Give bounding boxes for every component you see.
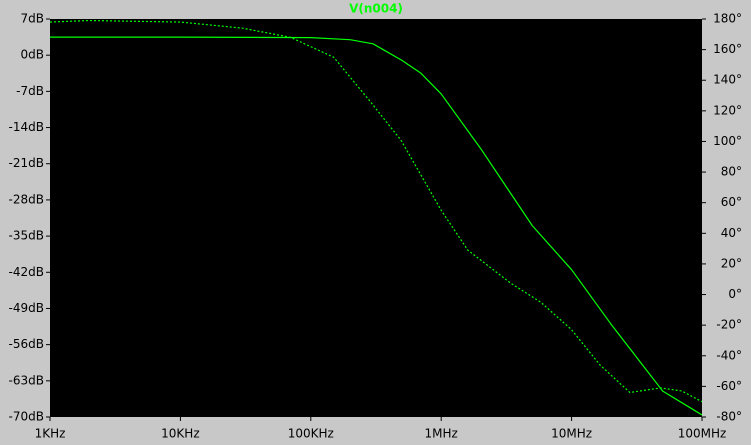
- y-tick-label: -42dB: [9, 265, 44, 279]
- y2-tick-label: -80°: [716, 410, 742, 424]
- y-tick-label: 7dB: [21, 12, 44, 26]
- y2-tick-label: -60°: [716, 379, 742, 393]
- y-tick-label: -56dB: [9, 337, 44, 351]
- y2-tick-label: 140°: [713, 73, 742, 87]
- y2-tick-label: 160°: [713, 42, 742, 56]
- y2-tick-label: 100°: [713, 134, 742, 148]
- y-tick-label: -49dB: [9, 301, 44, 315]
- y2-tick-label: -20°: [716, 318, 742, 332]
- y-tick-label: 0dB: [21, 48, 44, 62]
- x-tick-label: 1KHz: [35, 427, 66, 441]
- y-tick-label: -7dB: [16, 84, 44, 98]
- y2-tick-label: 40°: [721, 226, 742, 240]
- y2-tick-label: 120°: [713, 103, 742, 117]
- y2-tick-label: 60°: [721, 195, 742, 209]
- y2-tick-label: 0°: [728, 287, 742, 301]
- plot-area: [50, 19, 702, 417]
- y2-tick-label: 80°: [721, 165, 742, 179]
- chart-title: V(n004): [349, 2, 403, 16]
- y-tick-label: -63dB: [9, 373, 44, 387]
- y-tick-label: -70dB: [9, 410, 44, 424]
- y2-tick-label: 20°: [721, 256, 742, 270]
- y-tick-label: -21dB: [9, 156, 44, 170]
- x-tick-label: 100KHz: [288, 427, 334, 441]
- y-tick-label: -35dB: [9, 229, 44, 243]
- y-tick-label: -28dB: [9, 192, 44, 206]
- y2-tick-label: -40°: [716, 348, 742, 362]
- series-line: [49, 19, 703, 403]
- x-tick-label: 1MHz: [425, 427, 458, 441]
- y-tick-label: -14dB: [9, 120, 44, 134]
- x-tick-label: 10MHz: [551, 427, 592, 441]
- series-line: [50, 36, 703, 416]
- x-tick-label: 10KHz: [161, 427, 199, 441]
- y2-tick-label: 180°: [713, 12, 742, 26]
- x-tick-label: 100MHz: [678, 427, 727, 441]
